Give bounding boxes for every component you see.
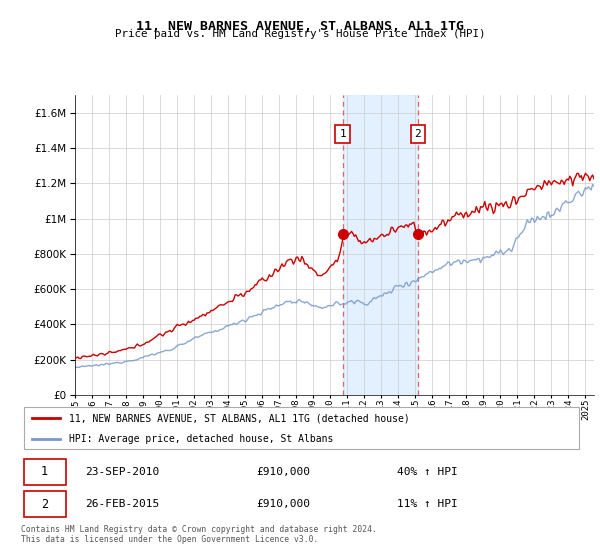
Text: 11% ↑ HPI: 11% ↑ HPI bbox=[397, 500, 458, 509]
Text: 26-FEB-2015: 26-FEB-2015 bbox=[86, 500, 160, 509]
Text: 1: 1 bbox=[339, 129, 346, 139]
Text: 2: 2 bbox=[415, 129, 421, 139]
Text: 1: 1 bbox=[41, 465, 48, 478]
FancyBboxPatch shape bbox=[24, 459, 66, 485]
Bar bbox=[343, 95, 418, 395]
Text: 23-SEP-2010: 23-SEP-2010 bbox=[86, 467, 160, 477]
Text: Price paid vs. HM Land Registry's House Price Index (HPI): Price paid vs. HM Land Registry's House … bbox=[115, 29, 485, 39]
Text: 11, NEW BARNES AVENUE, ST ALBANS, AL1 1TG (detached house): 11, NEW BARNES AVENUE, ST ALBANS, AL1 1T… bbox=[68, 413, 409, 423]
Text: 40% ↑ HPI: 40% ↑ HPI bbox=[397, 467, 458, 477]
FancyBboxPatch shape bbox=[24, 491, 66, 517]
Text: HPI: Average price, detached house, St Albans: HPI: Average price, detached house, St A… bbox=[68, 433, 333, 444]
Text: £910,000: £910,000 bbox=[257, 500, 311, 509]
FancyBboxPatch shape bbox=[24, 407, 579, 450]
Text: £910,000: £910,000 bbox=[257, 467, 311, 477]
Text: Contains HM Land Registry data © Crown copyright and database right 2024.
This d: Contains HM Land Registry data © Crown c… bbox=[21, 525, 377, 544]
Text: 2: 2 bbox=[41, 498, 48, 511]
Text: 11, NEW BARNES AVENUE, ST ALBANS, AL1 1TG: 11, NEW BARNES AVENUE, ST ALBANS, AL1 1T… bbox=[136, 20, 464, 32]
